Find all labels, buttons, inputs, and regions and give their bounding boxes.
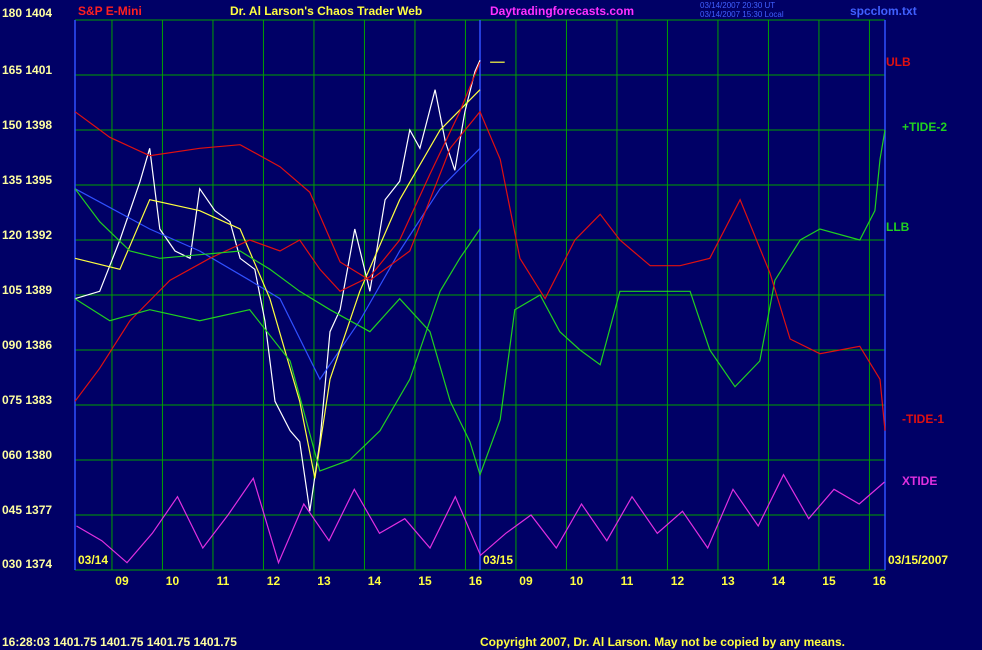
price-line — [74, 89, 481, 479]
y-tick-label: 165 1401 — [2, 63, 52, 77]
stamp: 03/14/2007 20:30 UT — [700, 1, 775, 10]
copyright: Copyright 2007, Dr. Al Larson. May not b… — [480, 635, 845, 649]
x-tick-label: 12 — [267, 574, 281, 588]
x-tick-label: 11 — [217, 574, 230, 588]
x-tick-label: 10 — [166, 574, 180, 588]
quote: 16:28:03 1401.75 1401.75 1401.75 1401.75 — [2, 635, 237, 649]
date-label: 03/15 — [483, 553, 513, 567]
series-label: XTIDE — [902, 474, 937, 488]
price-line — [74, 147, 481, 381]
indicator-line — [74, 129, 886, 477]
series-label: -TIDE-1 — [902, 412, 944, 426]
x-tick-label: 10 — [570, 574, 584, 588]
date-label: 03/15/2007 — [888, 553, 948, 567]
site: Daytradingforecasts.com — [490, 4, 634, 18]
x-tick-label: 09 — [519, 574, 533, 588]
date-label: 03/14 — [78, 553, 108, 567]
x-tick-label: 15 — [822, 574, 836, 588]
y-tick-label: 045 1377 — [2, 503, 52, 517]
y-tick-label: 180 1404 — [2, 6, 52, 20]
x-tick-label: 12 — [671, 574, 685, 588]
file-name: spcclom.txt — [850, 4, 917, 18]
y-tick-label: 135 1395 — [2, 173, 52, 187]
stamp: 03/14/2007 15:30 Local — [700, 10, 784, 19]
y-tick-label: 030 1374 — [2, 557, 52, 571]
y-tick-label: 075 1383 — [2, 393, 52, 407]
y-tick-label: 150 1398 — [2, 118, 52, 132]
y-tick-label: 060 1380 — [2, 448, 52, 462]
x-tick-label: 13 — [721, 574, 735, 588]
x-tick-label: 09 — [115, 574, 129, 588]
series-label: ULB — [886, 55, 911, 69]
indicator-line — [74, 61, 481, 402]
series-label: LLB — [886, 220, 910, 234]
series-label: +TIDE-2 — [902, 120, 947, 134]
y-tick-label: 090 1386 — [2, 338, 52, 352]
x-tick-label: 16 — [469, 574, 483, 588]
price-line — [74, 60, 481, 512]
x-tick-label: 15 — [418, 574, 432, 588]
indicator-line — [74, 228, 481, 472]
x-tick-label: 14 — [368, 574, 382, 588]
x-tick-label: 16 — [873, 574, 887, 588]
x-tick-label: 11 — [621, 574, 634, 588]
x-tick-label: 14 — [772, 574, 786, 588]
symbol: S&P E-Mini — [78, 4, 142, 18]
x-tick-label: 13 — [317, 574, 331, 588]
title: Dr. Al Larson's Chaos Trader Web — [230, 4, 422, 18]
indicator-line — [74, 110, 886, 431]
indicator-line — [76, 473, 885, 565]
y-tick-label: 120 1392 — [2, 228, 52, 242]
lines — [74, 60, 886, 565]
y-tick-label: 105 1389 — [2, 283, 52, 297]
